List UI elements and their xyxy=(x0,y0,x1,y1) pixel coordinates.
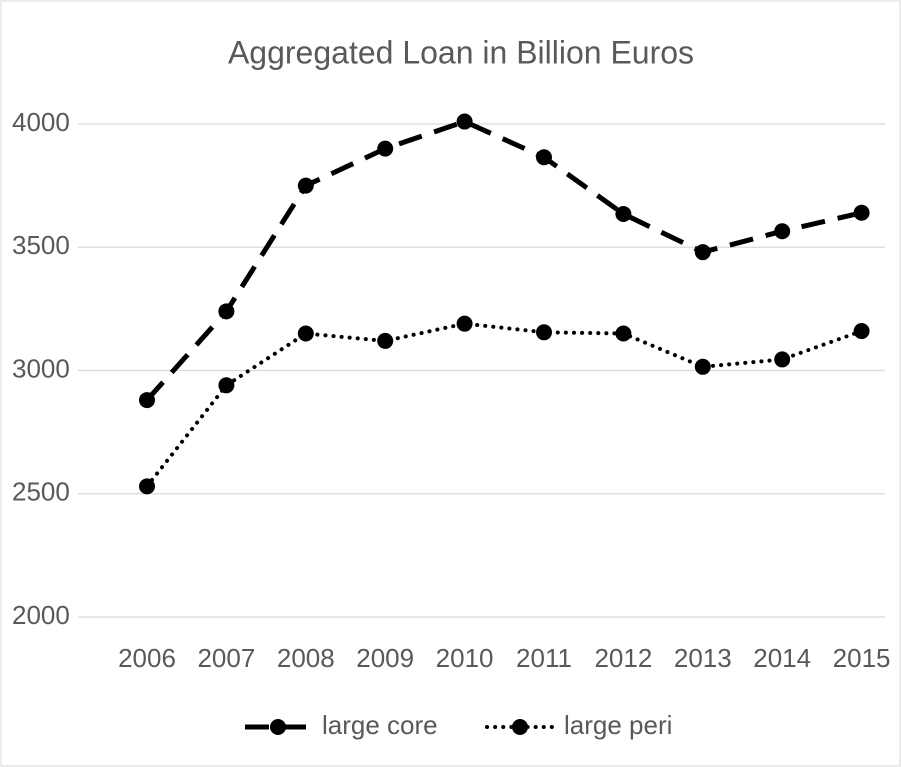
marker xyxy=(456,113,473,130)
marker xyxy=(377,332,394,349)
y-tick-label: 4000 xyxy=(12,107,70,137)
legend-marker xyxy=(512,719,528,735)
marker xyxy=(536,324,552,341)
legend-label: large core xyxy=(322,710,438,740)
legend-marker xyxy=(270,719,286,735)
marker xyxy=(853,204,870,221)
x-tick-label: 2008 xyxy=(277,643,335,673)
marker xyxy=(615,325,632,342)
x-tick-label: 2010 xyxy=(436,643,494,673)
marker xyxy=(139,478,155,495)
x-tick-label: 2014 xyxy=(753,643,811,673)
x-tick-label: 2012 xyxy=(594,643,652,673)
x-tick-label: 2015 xyxy=(833,643,891,673)
x-tick-label: 2006 xyxy=(118,643,176,673)
legend-item: large peri xyxy=(485,710,672,740)
legend-item: large core xyxy=(245,710,438,740)
series-line xyxy=(145,118,863,402)
y-tick-label: 3500 xyxy=(12,230,70,260)
marker xyxy=(536,149,552,166)
marker xyxy=(774,351,791,368)
y-tick-label: 2000 xyxy=(12,600,70,630)
marker xyxy=(853,323,870,340)
marker xyxy=(456,315,473,332)
legend-label: large peri xyxy=(564,710,672,740)
chart-title: Aggregated Loan in Billion Euros xyxy=(228,34,694,70)
marker xyxy=(694,244,711,261)
x-tick-label: 2009 xyxy=(356,643,414,673)
x-tick-label: 2007 xyxy=(197,643,255,673)
marker xyxy=(297,325,314,342)
marker xyxy=(218,377,235,394)
marker xyxy=(218,303,235,320)
marker xyxy=(615,205,632,222)
y-tick-label: 2500 xyxy=(12,477,70,507)
x-tick-label: 2011 xyxy=(516,643,572,673)
marker xyxy=(377,140,394,157)
x-tick-label: 2013 xyxy=(674,643,732,673)
marker xyxy=(297,177,314,194)
marker xyxy=(139,392,155,409)
y-tick-label: 3000 xyxy=(12,353,70,383)
marker xyxy=(694,358,711,375)
marker xyxy=(774,223,791,240)
